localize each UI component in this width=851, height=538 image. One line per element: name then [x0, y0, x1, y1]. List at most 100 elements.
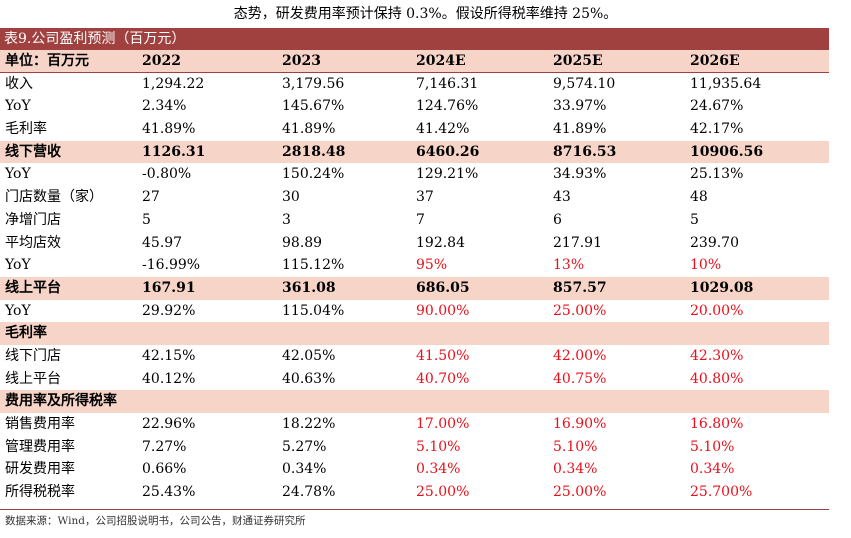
- table-cell: 98.89: [282, 234, 323, 251]
- table-row: YoY -16.99% 115.12% 95% 13% 10%: [0, 254, 829, 277]
- table-cell: 16.90%: [553, 416, 607, 432]
- table-cell: -0.80%: [142, 166, 192, 183]
- forecast-table: 单位：百万元 2022 2023 2024E 2025E 2026E 收入 1,2…: [0, 50, 829, 504]
- table-cell: 1,294.22: [142, 75, 205, 92]
- table-cell: 5.27%: [282, 438, 327, 455]
- table-cell: 22.96%: [142, 416, 196, 432]
- table-cell: 0.34%: [690, 461, 735, 478]
- table-cell: 42.05%: [282, 347, 336, 364]
- table-row: 平均店效 45.97 98.89 192.84 217.91 239.70: [0, 232, 829, 255]
- table-cell: 41.89%: [282, 121, 336, 138]
- table-cell: 40.70%: [416, 370, 470, 387]
- table-row: 线下门店 42.15% 42.05% 41.50% 42.00% 42.30%: [0, 345, 829, 368]
- table-cell: 0.34%: [416, 461, 461, 478]
- table-cell: 17.00%: [416, 416, 470, 432]
- row-label: 毛利率: [5, 325, 47, 342]
- table-cell: 24.78%: [282, 484, 336, 501]
- table-row: YoY -0.80% 150.24% 129.21% 34.93% 25.13%: [0, 163, 829, 186]
- table-cell: 20.00%: [690, 302, 744, 319]
- table-cell: 1126.31: [142, 143, 206, 160]
- table-cell: 48: [690, 189, 708, 206]
- table-row: 线上平台 40.12% 40.63% 40.70% 40.75% 40.80%: [0, 368, 829, 391]
- table-cell: 29.92%: [142, 302, 196, 319]
- table-title: 表9.公司盈利预测（百万元）: [0, 28, 829, 50]
- table-row: YoY 29.92% 115.04% 90.00% 25.00% 20.00%: [0, 300, 829, 323]
- table-cell: 5: [142, 211, 151, 228]
- header-2025e: 2025E: [553, 53, 603, 69]
- table-row: 管理费用率 7.27% 5.27% 5.10% 5.10% 5.10%: [0, 436, 829, 459]
- header-2022: 2022: [142, 53, 181, 69]
- table-cell: 40.75%: [553, 370, 607, 387]
- table-cell: 41.89%: [553, 121, 607, 138]
- intro-paragraph: 态势，研发费用率预计保持 0.3%。假设所得税率维持 25%。: [233, 6, 618, 22]
- table-cell: 5.10%: [553, 438, 598, 455]
- row-label: YoY: [5, 98, 31, 115]
- table-cell: 25.43%: [142, 484, 196, 501]
- table-cell: 5.10%: [416, 438, 461, 455]
- table-row: 收入 1,294.22 3,179.56 7,146.31 9,574.10 11,935…: [0, 73, 829, 96]
- table-cell: 0.34%: [553, 461, 598, 478]
- table-cell: 129.21%: [416, 166, 479, 183]
- row-label: 收入: [5, 75, 33, 92]
- row-label: YoY: [5, 302, 31, 319]
- table-cell: 361.08: [282, 279, 336, 296]
- table-cell: 24.67%: [690, 98, 744, 115]
- table-row: 毛利率 41.89% 41.89% 41.42% 41.89% 42.17%: [0, 118, 829, 141]
- table-cell: 25.13%: [690, 166, 744, 183]
- table-cell: 124.76%: [416, 98, 479, 115]
- table-cell: 10%: [690, 257, 722, 274]
- row-label: 线上平台: [5, 370, 61, 387]
- table-cell: 41.89%: [142, 121, 196, 138]
- table-row: 毛利率: [0, 322, 829, 345]
- table-cell: 3: [282, 211, 291, 228]
- table-cell: 41.50%: [416, 347, 470, 364]
- header-2026e: 2026E: [690, 53, 740, 69]
- row-label: 平均店效: [5, 234, 61, 251]
- header-2023: 2023: [282, 53, 321, 69]
- row-label: 费用率及所得税率: [5, 393, 117, 410]
- table-cell: 27: [142, 189, 160, 206]
- table-cell: 217.91: [553, 234, 602, 251]
- header-unit: 单位：百万元: [5, 53, 89, 69]
- table-cell: 6: [553, 211, 562, 228]
- table-cell: 40.12%: [142, 370, 196, 387]
- row-label: YoY: [5, 166, 31, 183]
- row-label: 管理费用率: [5, 438, 75, 455]
- table-row: 线上平台 167.91 361.08 686.05 857.57 1029.08: [0, 276, 829, 300]
- table-cell: 5: [690, 211, 699, 228]
- table-cell: 7: [416, 211, 425, 228]
- row-label: 线下门店: [5, 347, 61, 364]
- row-label: 线上平台: [5, 279, 61, 296]
- table-cell: 25.00%: [416, 484, 470, 501]
- table-cell: 25.00%: [553, 484, 607, 501]
- table-cell: 37: [416, 189, 434, 206]
- table-cell: 2.34%: [142, 98, 187, 115]
- row-label: YoY: [5, 257, 31, 274]
- table-cell: -16.99%: [142, 257, 201, 274]
- table-cell: 18.22%: [282, 416, 336, 432]
- table-row: 门店数量（家） 27 30 37 43 48: [0, 186, 829, 209]
- table-cell: 115.12%: [282, 257, 345, 274]
- table-cell: 42.17%: [690, 121, 744, 138]
- row-label: 线下营收: [5, 143, 61, 160]
- table-cell: 5.10%: [690, 438, 735, 455]
- table-cell: 11,935.64: [690, 75, 762, 92]
- table-cell: 857.57: [553, 279, 607, 296]
- table-cell: 16.80%: [690, 416, 744, 432]
- table-cell: 9,574.10: [553, 75, 616, 92]
- row-label: 销售费用率: [5, 416, 75, 432]
- footer-divider: [0, 509, 829, 510]
- table-cell: 25.00%: [553, 302, 607, 319]
- table-header-row: 单位：百万元 2022 2023 2024E 2025E 2026E: [0, 50, 829, 73]
- row-label: 门店数量（家）: [5, 189, 103, 206]
- table-row: 研发费用率 0.66% 0.34% 0.34% 0.34% 0.34%: [0, 458, 829, 481]
- table-cell: 34.93%: [553, 166, 607, 183]
- table-row: YoY 2.34% 145.67% 124.76% 33.97% 24.67%: [0, 95, 829, 118]
- table-cell: 42.15%: [142, 347, 196, 364]
- table-cell: 8716.53: [553, 143, 617, 160]
- table-cell: 90.00%: [416, 302, 470, 319]
- table-cell: 33.97%: [553, 98, 607, 115]
- table-cell: 7,146.31: [416, 75, 479, 92]
- table-cell: 192.84: [416, 234, 465, 251]
- table-cell: 41.42%: [416, 121, 470, 138]
